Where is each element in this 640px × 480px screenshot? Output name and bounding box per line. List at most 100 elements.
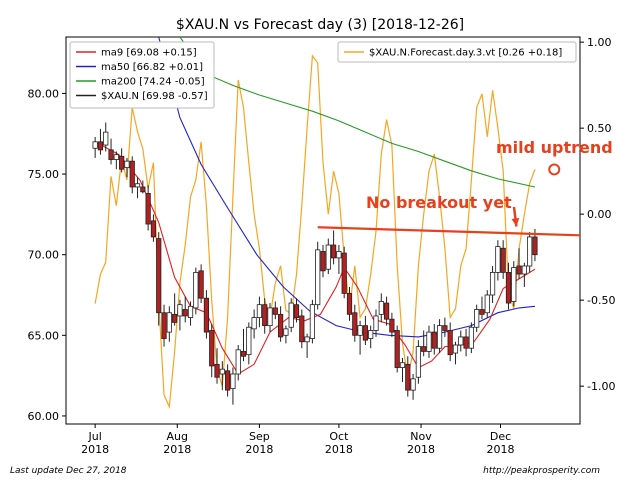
candle-body: [193, 272, 199, 309]
candle-body: [516, 265, 522, 275]
x-tick-label-line: 2018: [407, 443, 435, 456]
candle-body: [357, 325, 363, 336]
footer-last-update: Last update Dec 27, 2018: [10, 466, 127, 476]
legend-left-label: ma9 [69.08 +0.15]: [101, 48, 197, 59]
candle-body: [92, 141, 98, 149]
forecast-series-line: [94, 54, 536, 410]
x-tick-label-line: Oct: [329, 430, 349, 443]
candle-body: [240, 351, 247, 357]
candle-body: [373, 315, 379, 331]
y-left-tick-label: 65.00: [28, 329, 60, 342]
candle-body: [330, 244, 337, 259]
annotation-no-breakout: No breakout yet: [366, 193, 512, 212]
candle-body: [187, 305, 194, 318]
y-left-tick-label: 75.00: [28, 168, 60, 181]
candle-body: [421, 346, 427, 352]
candle-body: [283, 328, 289, 336]
candle-body: [489, 272, 496, 296]
x-tick-label-line: 2018: [487, 443, 515, 456]
candle-body: [161, 312, 167, 339]
candle-body: [299, 315, 305, 343]
x-tick-label-line: Aug: [167, 430, 188, 443]
candle-body: [203, 297, 210, 333]
x-tick-label: Sep 2018: [245, 430, 273, 456]
y-right-tick-label: 0.50: [587, 122, 612, 135]
candle-body: [521, 265, 527, 275]
legend-right-label: $XAU.N.Forecast.day.3.vt [0.26 +0.18]: [369, 48, 562, 59]
candle-body: [113, 154, 119, 160]
candle-body: [309, 304, 316, 339]
candle-body: [219, 368, 225, 375]
candle-body: [140, 186, 146, 193]
candle-body: [272, 307, 278, 315]
candle-body: [474, 309, 480, 328]
candle-body: [447, 330, 453, 356]
y-right-tick-label: 1.00: [587, 36, 612, 49]
x-tick-label-line: 2018: [325, 443, 353, 456]
resistance-line: [317, 226, 581, 237]
candle-body: [108, 149, 114, 160]
candle-body: [198, 270, 204, 299]
candle-body: [235, 349, 241, 375]
candle-body: [452, 344, 459, 354]
candle-body: [267, 307, 273, 327]
candle-body: [410, 378, 416, 391]
y-right-tick-label: 0.00: [587, 208, 612, 221]
candles-layer: [92, 122, 538, 405]
candle-body: [495, 246, 501, 273]
candle-body: [182, 309, 188, 317]
candle-body: [145, 193, 151, 225]
y-left-tick-label: 60.00: [28, 410, 60, 423]
candle-body: [214, 363, 220, 378]
candle-body: [458, 336, 464, 346]
annotation-layer: No breakout yet mild uptrend: [317, 138, 613, 237]
candle-body: [325, 244, 331, 270]
candle-body: [532, 236, 538, 256]
candle-body: [468, 326, 474, 349]
candle-body: [352, 312, 358, 336]
candle-body: [378, 301, 384, 315]
candle-body: [209, 330, 215, 367]
x-tick-label-line: 2018: [81, 443, 109, 456]
candle-body: [230, 373, 236, 389]
candle-body: [346, 292, 353, 315]
candle-body: [103, 131, 109, 146]
candle-body: [383, 302, 390, 320]
y-left-tick-label: 80.00: [28, 87, 60, 100]
candle-body: [320, 251, 326, 272]
chart-title: $XAU.N vs Forecast day (3) [2018-12-26]: [176, 17, 464, 33]
candle-body: [505, 272, 512, 304]
candle-body: [426, 331, 432, 352]
x-tick-label-line: 2018: [245, 443, 273, 456]
x-tick-label-line: 2018: [163, 443, 191, 456]
ma200-series-line: [179, 36, 536, 188]
candle-body: [500, 247, 506, 273]
legend-left-label: $XAU.N [69.98 -0.57]: [101, 91, 208, 102]
candle-body: [442, 325, 448, 331]
candle-body: [166, 312, 172, 333]
candle-body: [463, 336, 469, 349]
candle-body: [431, 331, 437, 349]
candle-body: [262, 304, 268, 327]
candle-body: [315, 249, 321, 306]
candle-body: [129, 160, 135, 188]
candle-body: [97, 141, 104, 151]
candle-body: [399, 362, 406, 368]
candle-body: [336, 251, 342, 259]
y-right-tick-label: -1.00: [587, 380, 615, 393]
y-left-tick-label: 70.00: [28, 249, 60, 262]
x-tick-label-line: Jul: [88, 430, 102, 443]
y-right-tick-label: -0.50: [587, 294, 615, 307]
candle-body: [119, 155, 125, 170]
candle-body: [251, 317, 257, 330]
annotation-mild-uptrend: mild uptrend: [496, 138, 613, 157]
candle-body: [177, 304, 183, 317]
candle-body: [436, 325, 443, 349]
x-tick-label: Dec 2018: [487, 430, 515, 456]
footer-url[interactable]: http://peakprosperity.com: [483, 466, 600, 476]
legend-right-box: [337, 41, 577, 63]
legend-left-label: ma200 [74.24 -0.05]: [101, 77, 205, 88]
candle-body: [150, 220, 157, 238]
candle-body: [368, 330, 374, 339]
